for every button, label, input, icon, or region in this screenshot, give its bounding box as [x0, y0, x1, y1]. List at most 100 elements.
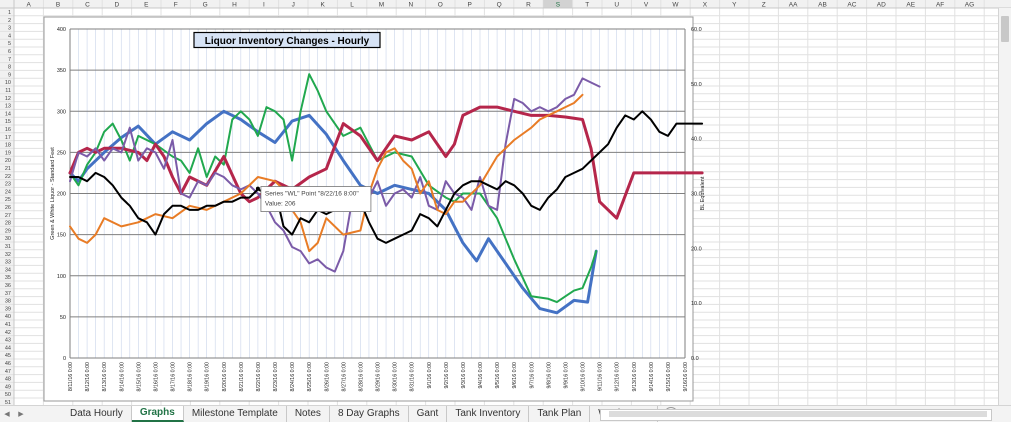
horizontal-scrollbar[interactable] — [600, 409, 992, 421]
column-header[interactable]: I — [263, 2, 265, 9]
sheet-tab[interactable]: Notes — [287, 406, 330, 422]
column-header[interactable]: A — [27, 2, 32, 9]
row-header[interactable]: 32 — [5, 252, 11, 258]
column-header[interactable]: Z — [762, 2, 766, 9]
row-header[interactable]: 23 — [5, 182, 11, 188]
row-header[interactable]: 41 — [5, 322, 11, 328]
series-line-4[interactable] — [69, 77, 601, 273]
row-header[interactable]: 15 — [5, 119, 11, 125]
row-header[interactable]: 20 — [5, 158, 11, 164]
column-header[interactable]: E — [144, 2, 149, 9]
sheet-tab[interactable]: Data Hourly — [62, 406, 132, 422]
row-header[interactable]: 25 — [5, 197, 11, 203]
series-line-2[interactable] — [69, 73, 598, 304]
column-header[interactable]: O — [438, 2, 443, 9]
row-header[interactable]: 8 — [8, 65, 11, 71]
row-header[interactable]: 37 — [5, 291, 11, 297]
row-header[interactable]: 47 — [5, 369, 11, 375]
row-header[interactable]: 35 — [5, 275, 11, 281]
row-header[interactable]: 21 — [5, 166, 11, 172]
row-header[interactable]: 14 — [5, 111, 11, 117]
column-header[interactable]: AA — [789, 2, 798, 9]
row-header[interactable]: 2 — [8, 18, 11, 24]
row-header[interactable]: 6 — [8, 49, 11, 55]
row-header[interactable]: 33 — [5, 260, 11, 266]
column-header[interactable]: S — [556, 2, 561, 9]
tab-scroll-right-icon[interactable]: ▶ — [18, 411, 24, 418]
horizontal-scroll-thumb[interactable] — [609, 411, 987, 417]
vertical-scroll-thumb[interactable] — [1001, 16, 1009, 42]
series-line-3[interactable] — [68, 105, 704, 220]
row-header[interactable]: 28 — [5, 221, 11, 227]
column-header[interactable]: Q — [497, 2, 502, 9]
column-header[interactable]: F — [174, 2, 178, 9]
row-header[interactable]: 43 — [5, 338, 11, 344]
column-header[interactable]: AD — [877, 2, 886, 9]
chart-object[interactable]: 0501001502002503003504000.010.020.030.04… — [0, 0, 1011, 405]
column-header[interactable]: C — [85, 2, 90, 9]
column-header[interactable]: W — [672, 2, 679, 9]
column-header[interactable]: AG — [965, 2, 974, 9]
vertical-scrollbar[interactable] — [998, 8, 1011, 405]
row-header[interactable]: 49 — [5, 384, 11, 390]
row-header[interactable]: 13 — [5, 104, 11, 110]
column-header[interactable]: J — [292, 2, 295, 9]
sheet-tab[interactable]: Tank Plan — [529, 406, 591, 422]
row-header[interactable]: 45 — [5, 353, 11, 359]
column-header[interactable]: Y — [732, 2, 737, 9]
column-header[interactable]: L — [350, 2, 354, 9]
sheet-tab[interactable]: Tank Inventory — [447, 406, 530, 422]
sheet-tab[interactable]: Graphs — [131, 406, 184, 422]
row-header[interactable]: 39 — [5, 306, 11, 312]
hovered-data-point[interactable] — [255, 186, 260, 191]
row-header[interactable]: 24 — [5, 189, 11, 195]
column-header[interactable]: G — [203, 2, 208, 9]
column-header[interactable]: N — [409, 2, 414, 9]
row-header[interactable]: 16 — [5, 127, 11, 133]
row-header[interactable]: 34 — [5, 267, 11, 273]
row-header[interactable]: 50 — [5, 392, 11, 398]
column-header[interactable]: B — [56, 2, 60, 9]
row-header[interactable]: 36 — [5, 283, 11, 289]
column-header[interactable]: H — [232, 2, 237, 9]
column-header[interactable]: AC — [847, 2, 856, 9]
sheet-tab[interactable]: Milestone Template — [184, 406, 287, 422]
column-header[interactable]: P — [468, 2, 472, 9]
column-header[interactable]: AB — [818, 2, 827, 9]
row-header[interactable]: 18 — [5, 143, 11, 149]
sheet-tab[interactable]: Gant — [409, 406, 448, 422]
column-header[interactable]: R — [526, 2, 531, 9]
row-header[interactable]: 31 — [5, 244, 11, 250]
tab-scroll-left-icon[interactable]: ◀ — [4, 411, 10, 418]
row-header[interactable]: 27 — [5, 213, 11, 219]
column-header[interactable]: T — [585, 2, 589, 9]
sheet-tab[interactable]: 8 Day Graphs — [330, 406, 409, 422]
row-header[interactable]: 19 — [5, 150, 11, 156]
column-header[interactable]: X — [703, 2, 708, 9]
series-line-6[interactable] — [69, 110, 704, 244]
column-header[interactable]: AE — [906, 2, 915, 9]
row-header[interactable]: 26 — [5, 205, 11, 211]
row-header[interactable]: 46 — [5, 361, 11, 367]
row-header[interactable]: 3 — [8, 26, 11, 32]
row-header[interactable]: 11 — [5, 88, 11, 94]
row-header[interactable]: 7 — [8, 57, 11, 63]
row-header[interactable]: 12 — [5, 96, 11, 102]
row-header[interactable]: 48 — [5, 377, 11, 383]
row-header[interactable]: 30 — [5, 236, 11, 242]
row-header[interactable]: 9 — [8, 72, 11, 78]
row-header[interactable]: 40 — [5, 314, 11, 320]
row-header[interactable]: 17 — [5, 135, 11, 141]
column-header[interactable]: D — [115, 2, 120, 9]
row-header[interactable]: 44 — [5, 345, 11, 351]
row-header[interactable]: 1 — [8, 10, 11, 16]
row-header[interactable]: 4 — [8, 33, 11, 39]
column-header[interactable]: U — [614, 2, 619, 9]
row-header[interactable]: 10 — [5, 80, 11, 86]
column-header[interactable]: M — [379, 2, 384, 9]
row-header[interactable]: 38 — [5, 299, 11, 305]
column-header[interactable]: K — [321, 2, 326, 9]
column-header[interactable]: AF — [936, 2, 944, 9]
row-header[interactable]: 42 — [5, 330, 11, 336]
row-header[interactable]: 5 — [8, 41, 11, 47]
